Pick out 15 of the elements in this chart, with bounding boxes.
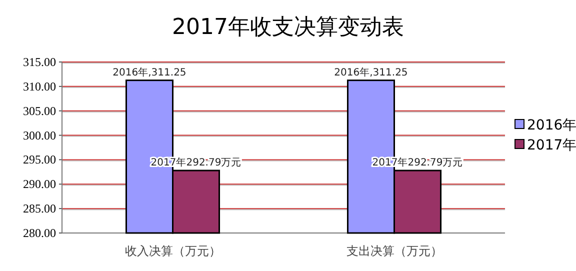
y-tick-label: 315.00 xyxy=(23,55,56,69)
y-tick-label: 295.00 xyxy=(23,152,56,167)
y-tick-label: 290.00 xyxy=(23,177,56,192)
y-tick-label: 280.00 xyxy=(23,226,56,240)
y-tick-label: 310.00 xyxy=(23,79,56,94)
data-label: 2016年,311.25 xyxy=(334,66,408,78)
legend-label: 2016年 xyxy=(527,118,576,134)
x-tick-label: 收入决算（万元） xyxy=(124,244,221,258)
legend-label: 2017年 xyxy=(527,138,576,154)
y-tick-label: 285.00 xyxy=(23,202,56,216)
y-tick-label: 300.00 xyxy=(23,128,56,142)
y-tick-label: 305.00 xyxy=(23,104,56,118)
x-tick-label: 支出决算（万元） xyxy=(346,244,442,258)
data-label: 2016年,311.25 xyxy=(112,66,186,78)
chart-title: 2017年收支决算变动表 xyxy=(172,15,404,40)
